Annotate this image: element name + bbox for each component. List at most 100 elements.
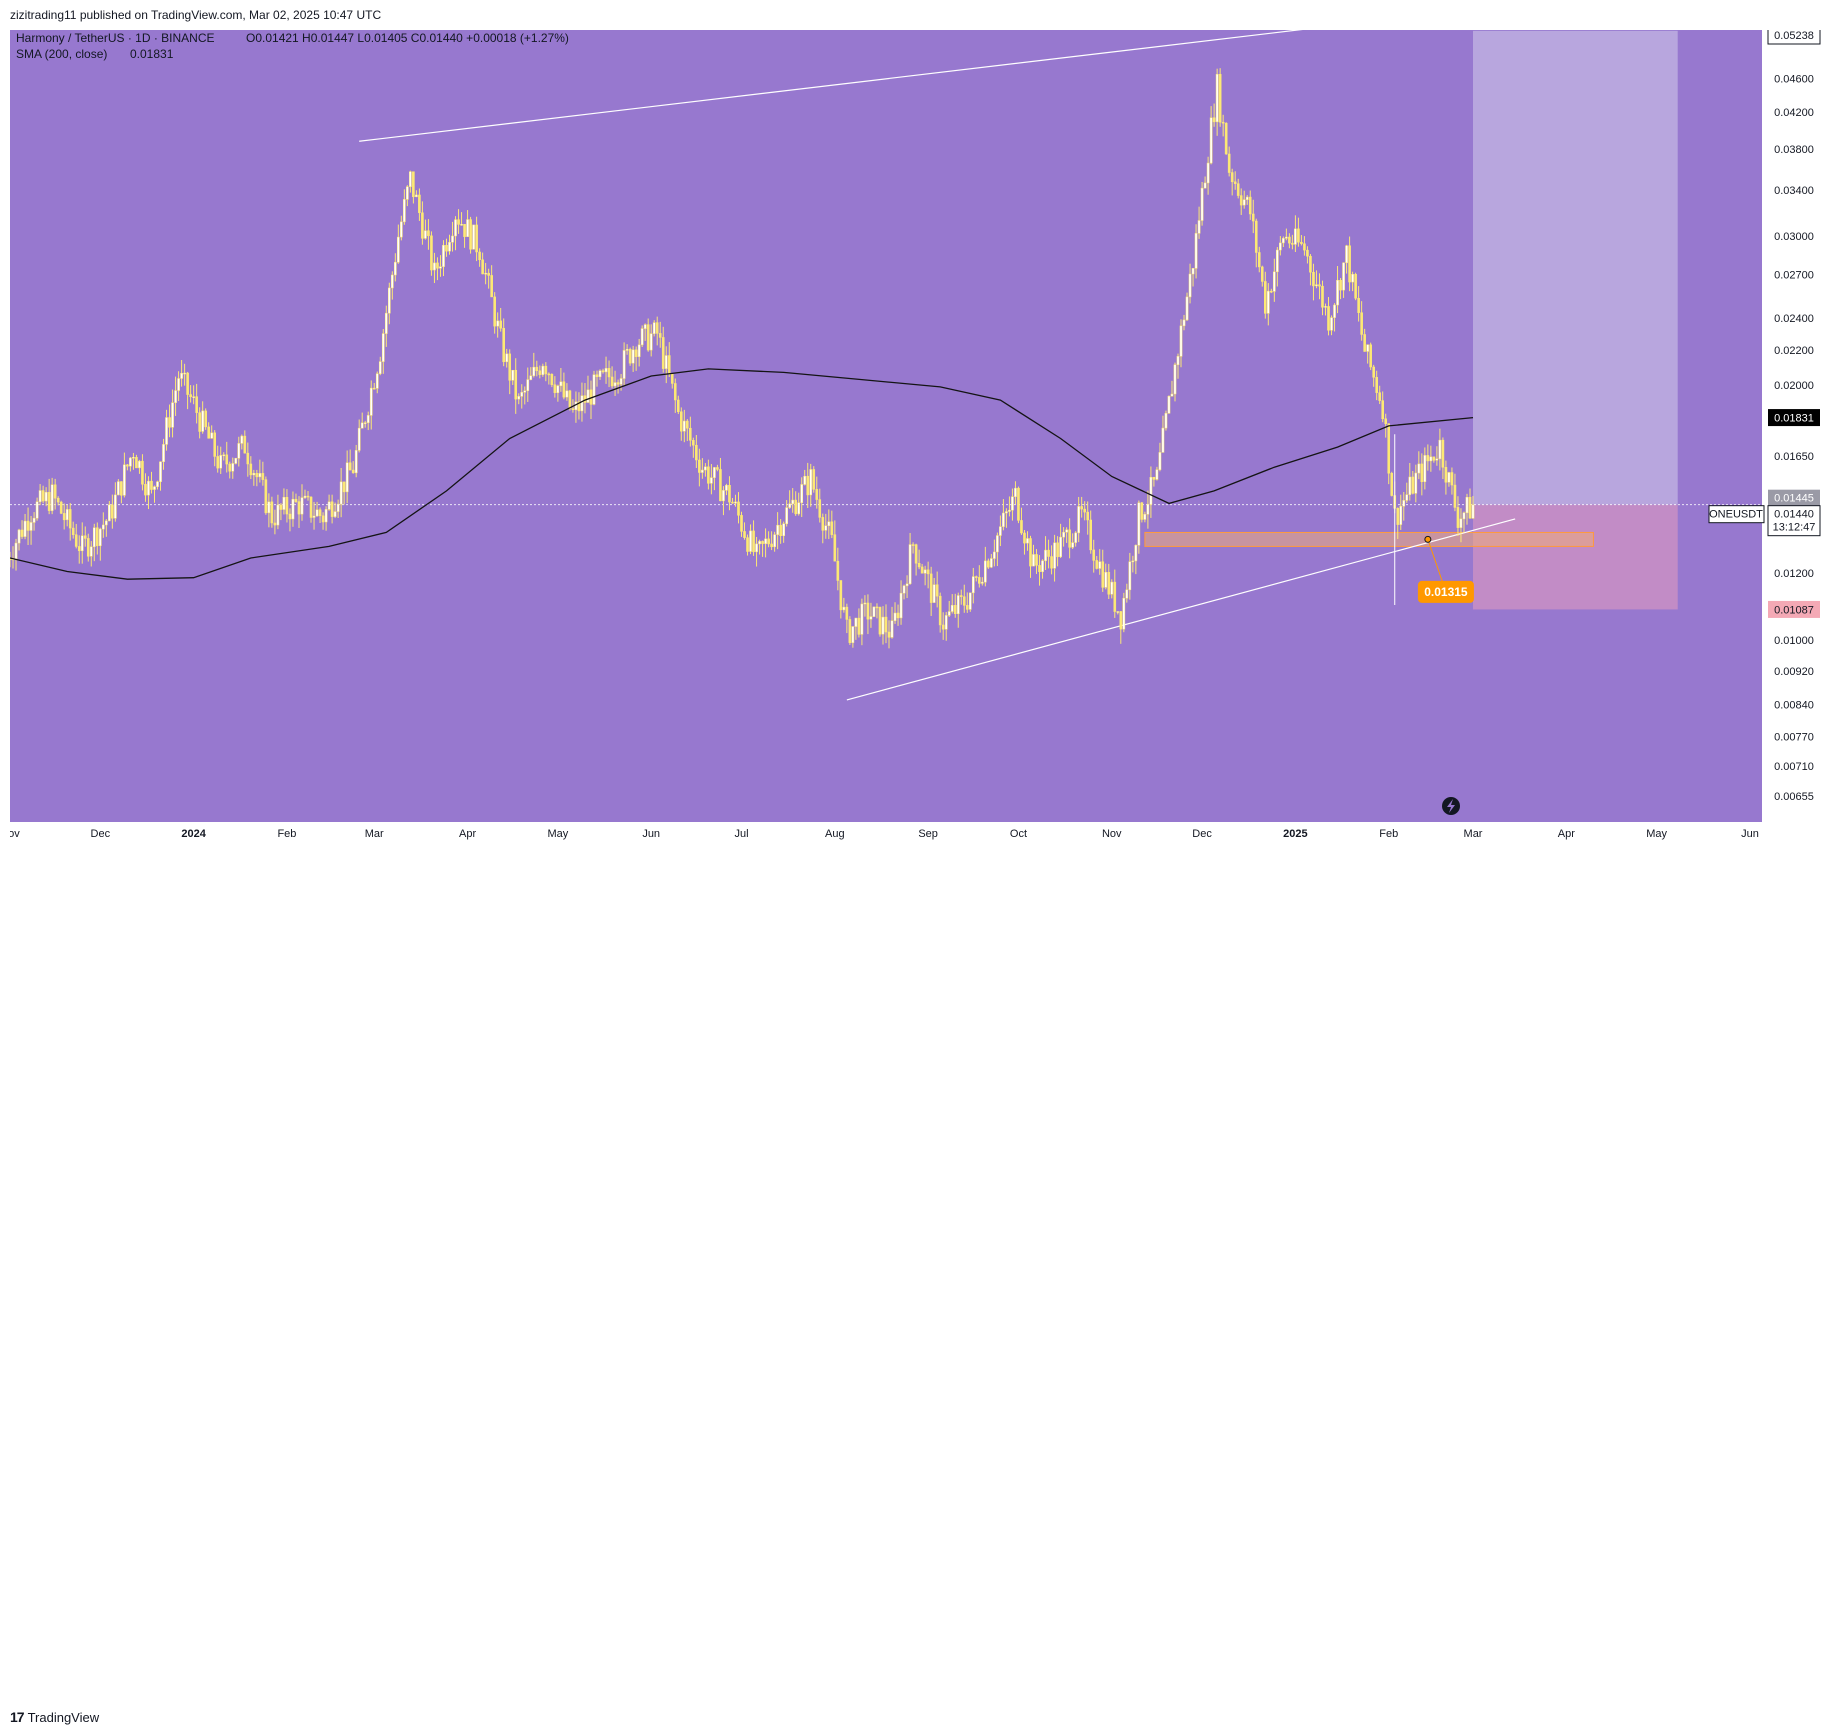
candle-body xyxy=(1218,74,1222,123)
candle-body xyxy=(1279,242,1282,251)
candle-body xyxy=(526,379,530,392)
candle xyxy=(1056,536,1059,567)
time-axis[interactable]: Nov Dec 2024 Feb Mar Apr May Jun Jul Aug Sep Oct Nov… xyxy=(10,822,1762,847)
candle-body xyxy=(1005,511,1008,514)
candle-body xyxy=(722,490,725,502)
candle xyxy=(1468,488,1472,519)
candle-body xyxy=(153,486,156,490)
candle-body xyxy=(68,509,72,529)
candle xyxy=(309,496,313,523)
candle-body xyxy=(1276,249,1279,273)
candle-body xyxy=(261,473,265,480)
x-tick-label: Dec xyxy=(1192,828,1212,840)
candle xyxy=(360,412,364,429)
candle xyxy=(1161,415,1165,453)
candle xyxy=(914,543,918,576)
candle-body xyxy=(586,389,590,403)
candle-body xyxy=(192,396,195,398)
candle xyxy=(1375,370,1378,401)
candle-body xyxy=(773,534,776,548)
candle xyxy=(463,224,466,248)
candle xyxy=(1381,391,1385,423)
lightning-icon[interactable] xyxy=(1442,797,1460,815)
badge-symbol: ONEUSDT xyxy=(1708,505,1765,524)
candle-body xyxy=(264,479,268,514)
candle-body xyxy=(580,395,584,412)
candle xyxy=(833,520,837,562)
candle-body xyxy=(658,333,662,338)
candle xyxy=(276,494,280,530)
candle-body xyxy=(824,525,828,531)
candle xyxy=(628,347,632,366)
candle xyxy=(562,372,566,400)
candle-body xyxy=(415,194,418,198)
candle xyxy=(646,318,650,352)
candle xyxy=(607,360,611,388)
candle-body xyxy=(1233,181,1237,184)
candle-body xyxy=(1245,196,1249,200)
candle-body xyxy=(1254,220,1258,253)
candle-body xyxy=(568,390,572,410)
candle xyxy=(41,485,45,504)
candle-body xyxy=(1387,423,1391,474)
candle-body xyxy=(92,527,96,548)
tradingview-brand[interactable]: 17 TradingView xyxy=(10,1708,99,1726)
candle-body xyxy=(637,344,641,357)
price-axis[interactable]: 0.04600 0.04200 0.03800 0.03400 0.03000 0.027… xyxy=(1762,30,1825,847)
svg-text:0.01440: 0.01440 xyxy=(1774,509,1814,521)
price-chart[interactable]: 0.04600 0.04200 0.03800 0.03400 0.03000 0.027… xyxy=(10,30,1825,847)
candle xyxy=(821,513,825,544)
candle-body xyxy=(785,507,788,525)
candle-body xyxy=(908,544,912,585)
candle xyxy=(26,507,30,546)
svg-text:ONEUSDT: ONEUSDT xyxy=(1709,509,1763,521)
candle-body xyxy=(1263,281,1267,314)
candle-body xyxy=(363,422,367,424)
candle-body xyxy=(427,230,430,237)
candle-body xyxy=(532,366,536,377)
candle-body xyxy=(1221,121,1225,124)
candle-body xyxy=(391,274,394,289)
candle xyxy=(737,492,740,524)
candle xyxy=(1354,272,1357,301)
candle xyxy=(403,189,406,225)
candle-body xyxy=(1194,233,1198,269)
candle xyxy=(538,365,542,379)
candle-body xyxy=(1369,344,1372,368)
candle xyxy=(661,326,665,373)
candle-body xyxy=(10,558,12,561)
candle-body xyxy=(499,320,502,329)
candle xyxy=(791,488,794,513)
x-tick-label: Jul xyxy=(734,828,748,840)
candle-body xyxy=(174,390,177,403)
candle-body xyxy=(1038,565,1041,572)
candle-body xyxy=(842,606,846,611)
candle-body xyxy=(330,501,334,517)
candle-body xyxy=(1191,268,1195,275)
candle-body xyxy=(108,504,111,522)
candle xyxy=(1321,280,1324,316)
candle xyxy=(409,170,412,193)
candle xyxy=(1128,552,1132,600)
candle-body xyxy=(625,349,629,351)
candle xyxy=(749,524,752,555)
candle-body xyxy=(168,417,171,428)
candle xyxy=(1116,611,1120,615)
candle-body xyxy=(1002,512,1005,527)
candle xyxy=(1279,236,1282,256)
candle xyxy=(941,612,945,640)
candle xyxy=(779,519,782,544)
candle xyxy=(704,463,707,477)
candle-body xyxy=(312,515,316,518)
candle xyxy=(279,503,283,521)
candle xyxy=(953,593,957,618)
y-tick-label: 0.00920 xyxy=(1774,666,1814,678)
candle xyxy=(734,494,737,507)
candle-body xyxy=(1215,74,1219,123)
candle-body xyxy=(1396,508,1400,525)
candle-body xyxy=(183,372,186,375)
candle-body xyxy=(655,322,659,334)
candle-body xyxy=(517,396,521,400)
candle-body xyxy=(387,287,391,314)
candle-body xyxy=(926,569,930,575)
